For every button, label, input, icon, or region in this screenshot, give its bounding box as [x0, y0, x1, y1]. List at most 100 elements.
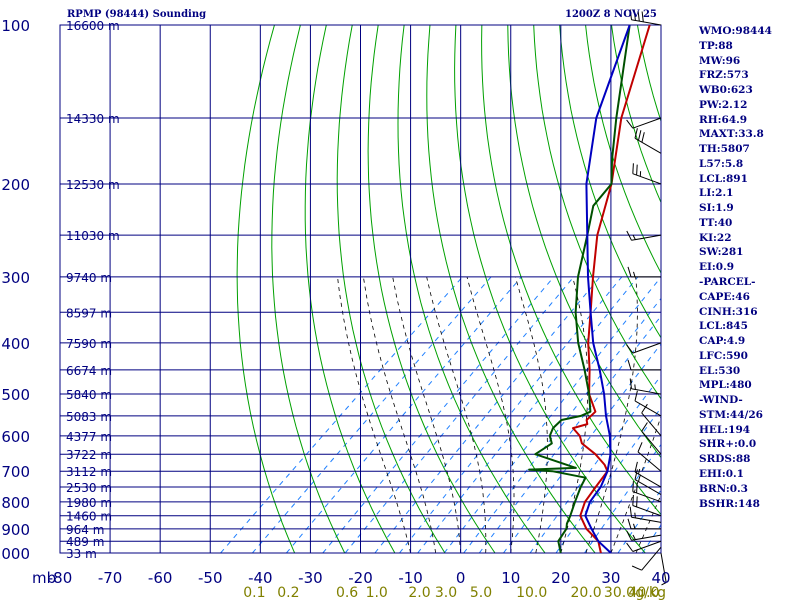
wind-barb-feather: [641, 403, 648, 414]
height-tick-label: 489 m: [66, 535, 104, 549]
wind-barb: [632, 163, 662, 185]
wind-barb-feather: [629, 9, 632, 20]
dry-adiabat-line: [636, 25, 661, 123]
dewpoint-profile-line: [528, 25, 631, 553]
index-item: MW:96: [699, 54, 741, 67]
height-tick-label: 12530 m: [66, 178, 120, 192]
wind-barb-staff: [641, 412, 662, 437]
height-tick-label: 3112 m: [66, 465, 112, 479]
wind-barb-half-feather: [634, 384, 636, 390]
index-item: WMO:98444: [699, 25, 772, 37]
wind-barb: [626, 117, 662, 129]
index-item: TH:5807: [699, 143, 750, 156]
wind-barb: [634, 461, 662, 488]
wind-barb-staff: [631, 19, 662, 26]
pressure-tick-label: 300: [1, 269, 30, 287]
index-item: EHI:0.1: [699, 467, 744, 480]
wind-barb: [626, 230, 662, 241]
wind-barb-half-feather: [661, 582, 667, 586]
wind-barb-staff: [632, 540, 662, 552]
wind-barb-feather: [626, 542, 634, 552]
wind-barb-staff: [637, 451, 662, 472]
index-item: HEL:194: [699, 423, 751, 436]
moist-adiabat-line: [363, 276, 436, 553]
wind-barb: [627, 266, 662, 278]
mixing-ratio-line: [529, 374, 661, 553]
pressure-tick-label: 200: [1, 176, 30, 194]
wind-barb: [632, 494, 662, 517]
wind-barb-feather: [629, 506, 632, 518]
pressure-temperature-grid: [59, 24, 662, 554]
wind-barb: [626, 342, 662, 354]
index-item: L57:5.8: [699, 157, 744, 170]
index-item: TP:88: [699, 39, 733, 52]
index-item: CAPE:46: [699, 290, 750, 303]
wind-barb-feather: [634, 461, 638, 473]
height-tick-label: 7590 m: [66, 337, 112, 351]
wind-barb-feather: [633, 10, 636, 21]
wind-barb-feather: [627, 266, 632, 278]
height-tick-label: 16600 m: [66, 19, 120, 33]
wind-barb: [627, 359, 662, 371]
index-item: -PARCEL-: [699, 276, 756, 289]
index-item: RH:64.9: [699, 113, 748, 126]
index-item: SI:1.9: [699, 202, 734, 215]
wind-barb: [629, 9, 662, 26]
wind-barb-half-feather: [633, 271, 636, 278]
temperature-tick-label: -20: [348, 569, 373, 587]
wind-barb-feather: [629, 378, 632, 389]
pressure-tick-label: 800: [1, 494, 30, 512]
mixing-ratio-label: 20.0: [571, 585, 602, 600]
height-tick-label: 11030 m: [66, 229, 120, 243]
wind-barb-staff: [632, 505, 662, 517]
dry-adiabat-line: [304, 25, 396, 553]
wind-barb-staff: [632, 342, 662, 354]
stability-indices-list: WMO:98444 TP:88 MW:96 FRZ:573 WB0:623 PW:2.12…: [699, 24, 772, 511]
dry-adiabat-line: [426, 25, 596, 553]
axis-labels: 100200300400500600700800900100016600 m14…: [0, 17, 671, 600]
temperature-tick-label: -30: [298, 569, 323, 587]
index-item: STM:44/26: [699, 408, 763, 421]
dry-adiabat-line: [454, 25, 646, 553]
moist-adiabat-line: [337, 276, 411, 553]
mixing-ratio-label: 3.0: [435, 585, 457, 600]
wind-barb-feather: [637, 10, 640, 22]
mixing-ratio-line: [252, 276, 492, 553]
wind-barb: [641, 403, 662, 437]
wind-barb: [641, 422, 662, 455]
height-tick-label: 1980 m: [66, 496, 112, 510]
wind-barb-feather: [637, 442, 643, 453]
wind-barb-feather: [632, 494, 634, 506]
height-tick-label: 3722 m: [66, 448, 112, 462]
mixing-ratio-label: 40.0: [628, 585, 659, 600]
wind-barb-feather: [636, 496, 638, 507]
wind-barb-half-feather: [638, 468, 641, 475]
wind-barb-feather: [634, 469, 638, 480]
wind-barb-feather: [636, 164, 638, 176]
height-tick-label: 5083 m: [66, 410, 112, 424]
wind-barb-staff: [632, 491, 662, 503]
index-item: MAXT:33.8: [699, 128, 764, 141]
index-item: FRZ:573: [699, 69, 749, 82]
wind-barb-half-feather: [632, 534, 636, 540]
wind-barb-feather: [634, 128, 638, 139]
index-item: PW:2.12: [699, 98, 748, 111]
wind-barb-feather: [634, 390, 638, 402]
wind-barb-half-feather: [632, 234, 636, 240]
height-tick-label: 5840 m: [66, 388, 112, 402]
temperature-tick-label: -80: [48, 569, 73, 587]
mixing-ratio-label: 0.1: [243, 585, 265, 600]
index-item: CINH:316: [699, 305, 758, 318]
index-item: KI:22: [699, 231, 732, 244]
wind-barb-feather: [626, 530, 632, 541]
wind-barb-half-feather: [633, 523, 636, 529]
wind-barb-feather: [632, 163, 634, 174]
height-tick-label: 9740 m: [66, 271, 112, 285]
dry-adiabat-line: [533, 25, 661, 400]
index-item: LCL:845: [699, 320, 748, 333]
pressure-tick-label: 1000: [0, 545, 30, 563]
wind-barb-feather: [641, 132, 645, 143]
wind-barb-half-feather: [638, 476, 641, 482]
wind-barb-half-feather: [634, 512, 636, 518]
mixing-ratio-line: [463, 297, 661, 553]
